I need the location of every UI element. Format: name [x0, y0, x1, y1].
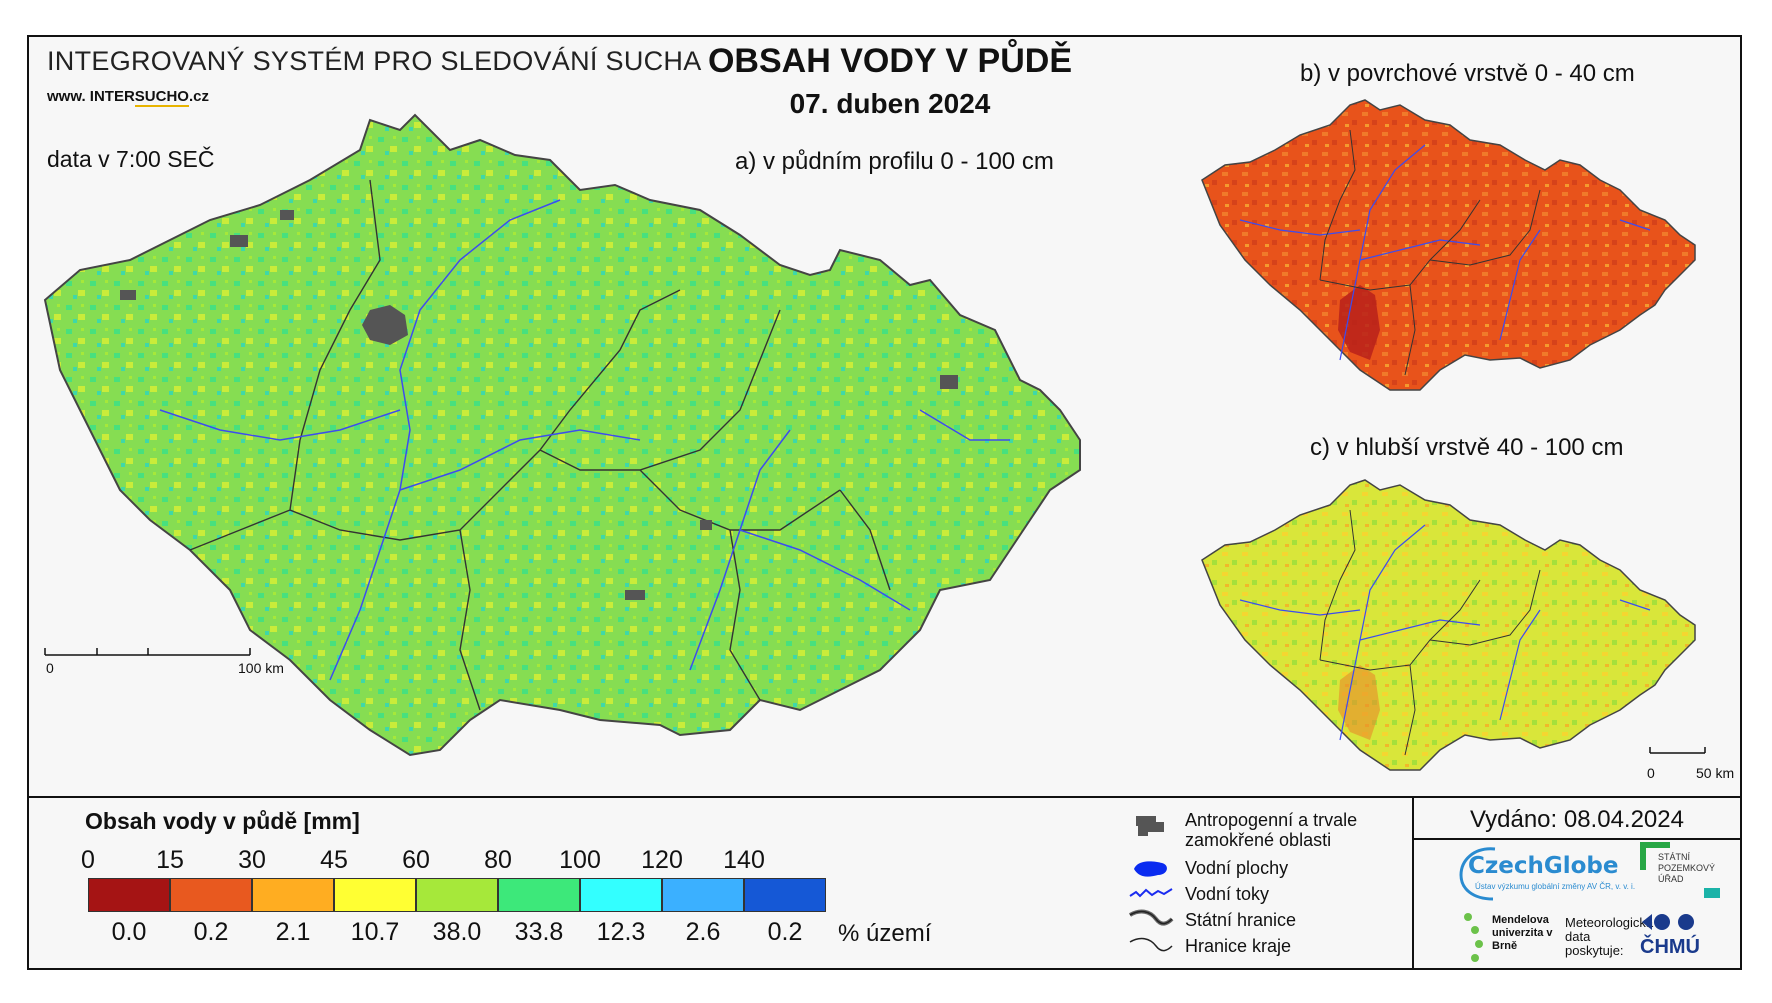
- mendel-logo-dots: [1464, 913, 1483, 962]
- anthropogenic-areas-a: [120, 210, 958, 600]
- czechglobe-logo-arc: [1459, 847, 1496, 901]
- scale-swatch: [580, 878, 662, 912]
- scale-swatch: [498, 878, 580, 912]
- website-link[interactable]: www. INTERSUCHO.cz: [47, 88, 209, 107]
- map-c-deep-40-100: [1201, 479, 1706, 771]
- legend-anthropogenic-line1: Antropogenní a trvale: [1185, 810, 1358, 830]
- czech-outline-c: [1201, 479, 1696, 771]
- scale-percent-label: 0.2: [767, 918, 803, 946]
- czechglobe-logo: CzechGlobe: [1468, 853, 1619, 879]
- rivers-c: [1239, 524, 1651, 741]
- region-border-icon: [1129, 937, 1173, 952]
- legend-panel: [27, 796, 1742, 972]
- rivers-a: [159, 199, 1010, 681]
- scale-percent-label: 2.1: [275, 918, 311, 946]
- spu-logo-mark: [1640, 842, 1670, 870]
- czech-outline-a: [43, 113, 1081, 757]
- rivers-b: [1239, 144, 1651, 361]
- scale-percent-label: 2.6: [685, 918, 721, 946]
- region-borders-a: [189, 179, 891, 711]
- scale-percent-label: 10.7: [350, 918, 400, 946]
- meteo-data-provider: Meteorologická data poskytuje:: [1565, 915, 1654, 958]
- website-suffix: .cz: [188, 88, 209, 105]
- scale-percent-label: 33.8: [514, 918, 564, 946]
- issued-panel: [1412, 796, 1742, 970]
- scale-swatch: [88, 878, 170, 912]
- scale-tick-label: 140: [723, 846, 765, 874]
- state-border-icon: [1128, 909, 1174, 926]
- scale-tick-label: 120: [641, 846, 683, 874]
- hotspot-b: [1338, 285, 1380, 360]
- scale-tick-label: 30: [238, 846, 266, 874]
- legend-water-streams: Vodní toky: [1185, 884, 1270, 904]
- legend-region-border: Hranice kraje: [1185, 936, 1292, 956]
- scale-tick-label: 100: [559, 846, 601, 874]
- scale-swatch: [662, 878, 744, 912]
- map-a-profile-0-100: [43, 113, 1081, 757]
- region-borders-c: [1319, 509, 1541, 756]
- scale-c-end: 50 km: [1696, 765, 1735, 781]
- scale-swatch: [170, 878, 252, 912]
- chmu-logo-mark: [1642, 914, 1694, 930]
- legend-water-bodies: Vodní plochy: [1185, 858, 1289, 878]
- scale-percent-label: 38.0: [432, 918, 482, 946]
- map-a-title: a) v půdním profilu 0 - 100 cm: [735, 148, 1054, 175]
- issued-divider: [1412, 838, 1742, 840]
- anthropogenic-area-icon: [1136, 816, 1164, 836]
- scale-tick-label: 15: [156, 846, 184, 874]
- scale-percent-label: 0.2: [193, 918, 229, 946]
- scale-tick-label: 80: [484, 846, 512, 874]
- percent-unit-label: % území: [838, 920, 932, 947]
- water-stream-icon: [1129, 888, 1173, 898]
- map-b-surface-0-40: [1201, 99, 1696, 391]
- legend-anthropogenic: Antropogenní a trvale zamokřené oblasti: [1185, 810, 1357, 850]
- legend-state-border: Státní hranice: [1185, 910, 1297, 930]
- scale-tick-label: 45: [320, 846, 348, 874]
- scale-swatch: [744, 878, 826, 912]
- hotspot-c: [1338, 665, 1380, 740]
- scale-tick-label: 0: [81, 846, 95, 874]
- scale-swatch: [252, 878, 334, 912]
- spu-accent: [1704, 888, 1720, 898]
- scale-swatch: [334, 878, 416, 912]
- website-prefix: www. INTER: [47, 88, 135, 105]
- main-title: OBSAH VODY V PŮDĚ: [707, 42, 1072, 80]
- scale-percent-label: 0.0: [111, 918, 147, 946]
- data-time-label: data v 7:00 SEČ: [47, 146, 215, 172]
- scale-c-start: 0: [1647, 765, 1655, 781]
- water-body-icon: [1134, 861, 1167, 877]
- scale-percent-label: 12.3: [596, 918, 646, 946]
- czechglobe-subtitle: Ústav výzkumu globální změny AV ČR, v. v…: [1475, 882, 1636, 891]
- chmu-logo: ČHMÚ: [1640, 936, 1700, 958]
- system-title: INTEGROVANÝ SYSTÉM PRO SLEDOVÁNÍ SUCHA: [47, 46, 702, 76]
- map-b-title: b) v povrchové vrstvě 0 - 40 cm: [1300, 60, 1635, 87]
- mendel-logo: Mendelova univerzita v Brně: [1492, 914, 1553, 952]
- czech-outline-b: [1201, 99, 1696, 391]
- issued-date: Vydáno: 08.04.2024: [1470, 806, 1684, 833]
- scale-a-start: 0: [46, 660, 54, 676]
- main-date: 07. duben 2024: [789, 88, 991, 119]
- legend-title: Obsah vody v půdě [mm]: [85, 808, 360, 834]
- scale-swatch: [416, 878, 498, 912]
- legend-anthropogenic-line2: zamokřené oblasti: [1185, 830, 1332, 850]
- scale-tick-label: 60: [402, 846, 430, 874]
- spu-logo: STÁTNÍ POZEMKOVÝ ÚŘAD: [1658, 852, 1716, 884]
- region-borders-b: [1319, 129, 1541, 376]
- scale-a-end: 100 km: [238, 660, 284, 676]
- website-accent: SUCHO: [134, 88, 189, 107]
- map-c-title: c) v hlubší vrstvě 40 - 100 cm: [1310, 434, 1624, 461]
